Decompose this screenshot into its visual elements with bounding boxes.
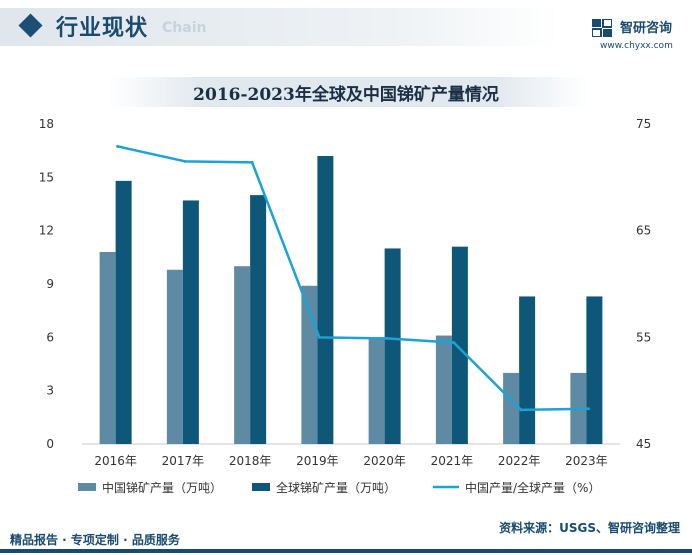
- page-footer: 精品报告 · 专项定制 · 品质服务 资料来源：USGS、智研咨询整理: [0, 519, 692, 555]
- legend-ratio-line-label: 中国产量/全球产量（%）: [465, 480, 600, 495]
- ratio-point: [385, 336, 389, 340]
- global-bar: [519, 296, 536, 444]
- x-tick-label: 2019年: [296, 454, 339, 468]
- china-bar: [503, 372, 520, 444]
- chart-title: 2016-2023年全球及中国锑矿产量情况: [193, 85, 499, 105]
- x-tick-label: 2022年: [498, 454, 541, 468]
- china-bar: [301, 285, 318, 444]
- x-tick-label: 2016年: [94, 454, 137, 468]
- global-bar: [586, 296, 603, 444]
- global-bar: [182, 200, 199, 444]
- y-right-tick-label: 75: [636, 117, 651, 131]
- y-left-tick-label: 9: [46, 277, 54, 291]
- china-bar: [368, 337, 385, 444]
- x-tick-label: 2020年: [363, 454, 406, 468]
- x-tick-label: 2017年: [162, 454, 205, 468]
- brand-logo-icon: [592, 19, 612, 37]
- y-left-tick-label: 6: [46, 330, 54, 344]
- brand-url: www.chyxx.com: [600, 41, 673, 51]
- global-bar: [451, 246, 468, 444]
- x-tick-label: 2023年: [565, 454, 608, 468]
- y-right-tick-label: 45: [636, 437, 651, 451]
- ratio-point: [183, 159, 187, 163]
- footer-rule: [0, 549, 692, 553]
- y-left-tick-label: 18: [39, 117, 54, 131]
- footer-source: 资料来源：USGS、智研咨询整理: [499, 521, 680, 535]
- china-bar: [166, 269, 183, 444]
- ratio-line: [117, 145, 589, 412]
- footer-slogan: 精品报告 · 专项定制 · 品质服务: [10, 533, 180, 547]
- header-ghost-text: Chain: [162, 20, 207, 36]
- global-bar: [384, 248, 401, 444]
- ratio-point: [519, 408, 523, 412]
- china-bar: [435, 335, 452, 444]
- section-title: 行业现状: [56, 16, 149, 41]
- y-left-tick-label: 15: [39, 170, 54, 184]
- ratio-point: [250, 160, 254, 164]
- y-left-tick-label: 12: [39, 224, 54, 238]
- y-left-tick-label: 3: [46, 384, 54, 398]
- brand-name: 智研咨询: [620, 21, 673, 36]
- ratio-point: [452, 341, 456, 345]
- legend-china-bar-swatch: [78, 483, 96, 491]
- legend-china-bar-label: 中国锑矿产量（万吨）: [102, 480, 222, 495]
- china-bar: [99, 252, 116, 444]
- china-bar: [234, 266, 251, 444]
- chart-title-band: [108, 77, 588, 107]
- page-header: 行业现状 Chain 智研咨询 www.chyxx.com: [0, 0, 692, 62]
- global-bar: [250, 195, 267, 444]
- y-right-tick-label: 65: [636, 224, 651, 238]
- legend-global-bar-swatch: [252, 483, 270, 491]
- legend-global-bar-label: 全球锑矿产量（万吨）: [276, 480, 396, 495]
- x-tick-label: 2021年: [431, 454, 474, 468]
- ratio-point: [317, 335, 321, 339]
- y-right-tick-label: 55: [636, 330, 651, 344]
- x-tick-label: 2018年: [229, 454, 272, 468]
- global-bar: [115, 180, 132, 444]
- ratio-point: [116, 144, 120, 148]
- global-bar: [317, 156, 334, 444]
- y-left-tick-label: 0: [46, 437, 54, 451]
- ratio-point: [586, 407, 590, 411]
- header-banner: [0, 8, 560, 46]
